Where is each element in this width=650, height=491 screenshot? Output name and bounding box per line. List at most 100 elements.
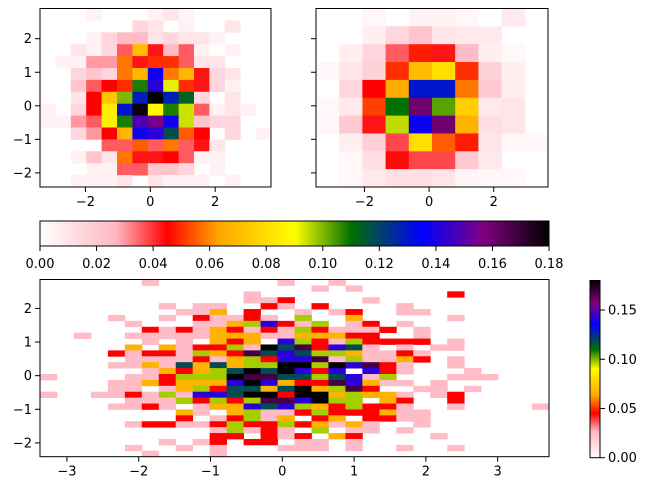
heatmap-cell — [385, 79, 410, 99]
heatmap-cell — [209, 314, 228, 322]
heatmap-cell — [86, 115, 102, 128]
heatmap-cell — [311, 444, 329, 452]
heatmap-cell — [107, 379, 126, 387]
x-tick-label: 0 — [146, 195, 154, 210]
heatmap-cell — [86, 68, 102, 81]
heatmap-cell — [345, 350, 363, 357]
heatmap-cell — [209, 368, 228, 375]
heatmap-cell — [478, 97, 502, 116]
heatmap-cell — [163, 139, 179, 152]
heatmap-cell — [501, 115, 526, 134]
heatmap-cell — [362, 151, 386, 170]
heatmap-cell — [192, 385, 211, 393]
heatmap-cell — [260, 362, 278, 369]
heatmap-cell — [132, 68, 149, 81]
heatmap-cell — [455, 44, 479, 63]
heatmap-cell — [432, 44, 456, 63]
heatmap-cell — [345, 356, 363, 363]
heatmap-cell — [294, 368, 312, 375]
heatmap-cell — [194, 175, 210, 188]
heatmap-cell — [209, 326, 228, 334]
heatmap-cell — [175, 397, 194, 404]
heatmap-cell — [311, 285, 329, 292]
heatmap-cell — [362, 8, 386, 27]
heatmap-cell — [132, 103, 149, 116]
heatmap-cell — [240, 103, 256, 116]
heatmap-cell — [70, 175, 87, 188]
heatmap-cell — [226, 403, 244, 410]
heatmap-cell — [311, 326, 329, 334]
heatmap-cell — [362, 115, 386, 134]
heatmap-cell — [345, 326, 363, 334]
heatmap-cell — [362, 332, 380, 339]
heatmap-cell — [455, 97, 479, 116]
heatmap-cell — [277, 374, 295, 381]
heatmap-cell — [455, 133, 479, 152]
heatmap-cell — [455, 79, 479, 99]
heatmap-cell — [243, 362, 261, 369]
heatmap-cell — [455, 26, 479, 45]
heatmap-cell — [158, 332, 177, 339]
heatmap-cell — [209, 438, 228, 446]
heatmap-cell — [209, 163, 226, 176]
heatmap-cell — [117, 139, 133, 152]
heatmap-cell — [209, 374, 228, 381]
heatmap-cell — [178, 115, 195, 128]
heatmap-cell — [339, 62, 363, 81]
heatmap-cell — [101, 115, 118, 128]
heatmap-cell — [192, 362, 211, 369]
heatmap-cell — [70, 103, 87, 116]
heatmap-cell — [379, 362, 397, 369]
heatmap-cell — [260, 344, 278, 351]
heatmap-cell — [86, 56, 102, 69]
heatmap-cell — [141, 403, 160, 410]
heatmap-cell — [243, 374, 261, 381]
heatmap-cell — [243, 297, 261, 304]
heatmap-cell — [328, 409, 346, 416]
heatmap-cell — [107, 314, 126, 322]
heatmap-cell — [243, 350, 261, 357]
colorbar-tick-label: 0.10 — [608, 353, 637, 368]
heatmap-cell — [141, 362, 160, 369]
heatmap-cell — [175, 338, 194, 345]
heatmap-cell — [178, 139, 195, 152]
heatmap-cell — [328, 421, 346, 428]
heatmap-cell — [339, 169, 363, 188]
heatmap-cell — [209, 391, 228, 399]
heatmap-cell — [316, 62, 340, 81]
y-tick-label: 2 — [24, 32, 32, 47]
heatmap-cell — [243, 385, 261, 393]
heatmap-cell — [396, 391, 414, 399]
heatmap-cell — [178, 20, 195, 33]
y-tick-label: −2 — [13, 436, 32, 451]
heatmap-cell — [408, 169, 433, 188]
heatmap-cell — [141, 326, 160, 334]
heatmap-cell — [158, 326, 177, 334]
heatmap-cell — [243, 397, 261, 404]
heatmap-cell — [209, 332, 228, 339]
heatmap-cell — [86, 151, 102, 164]
heatmap-cell — [40, 115, 56, 128]
heatmap-cell — [226, 374, 244, 381]
heatmap-cell — [447, 397, 465, 404]
colorbar-tick-label: 0.04 — [139, 257, 168, 272]
heatmap-cell — [362, 97, 386, 116]
heatmap-cell — [141, 350, 160, 357]
heatmap-cell — [163, 103, 179, 116]
heatmap-cell — [132, 91, 149, 105]
heatmap-cell — [379, 368, 397, 375]
heatmap-cell — [70, 56, 87, 69]
heatmap-cell — [163, 91, 179, 105]
heatmap-cell — [192, 356, 211, 363]
heatmap-cell — [464, 368, 482, 375]
heatmap-cell — [86, 127, 102, 140]
heatmap-cell — [328, 374, 346, 381]
y-tick-label: −1 — [13, 133, 32, 148]
heatmap-cell — [226, 385, 244, 393]
heatmap-cell — [260, 433, 278, 440]
heatmap-cell — [408, 97, 433, 116]
heatmap-cell — [396, 444, 414, 452]
heatmap-cell — [141, 379, 160, 387]
heatmap-cell — [260, 374, 278, 381]
heatmap-cell — [277, 379, 295, 387]
